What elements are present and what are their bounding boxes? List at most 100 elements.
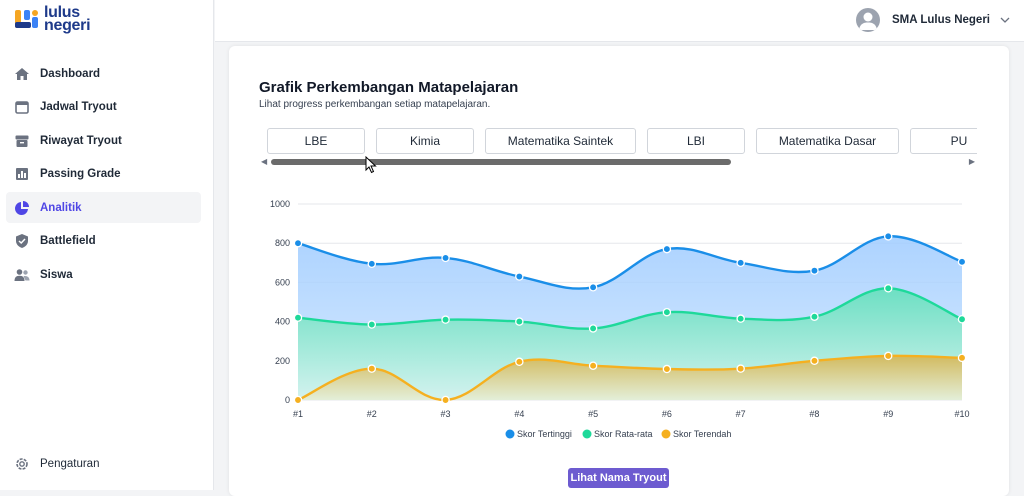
data-point <box>293 395 303 405</box>
archive-icon <box>14 133 30 149</box>
data-point <box>441 315 450 324</box>
tab-matematika-dasar[interactable]: Matematika Dasar <box>756 128 899 154</box>
x-tick-label: #7 <box>736 409 746 419</box>
data-point <box>883 232 893 241</box>
data-point <box>367 364 377 373</box>
data-point <box>957 257 967 267</box>
y-tick-label: 200 <box>275 356 290 366</box>
tab-lbi[interactable]: LBI <box>647 128 745 154</box>
x-tick-label: #5 <box>588 409 598 419</box>
scroll-right-icon[interactable]: ▶ <box>968 157 975 166</box>
data-point <box>662 307 672 317</box>
view-tryout-names-button[interactable]: Lihat Nama Tryout <box>568 468 669 488</box>
sidebar-item-passing-grade[interactable]: Passing Grade <box>6 159 201 190</box>
x-tick-label: #8 <box>809 409 819 419</box>
legend-marker <box>505 429 515 439</box>
tab-kimia[interactable]: Kimia <box>376 128 474 154</box>
pie-chart-icon <box>14 200 30 216</box>
data-point <box>367 320 377 329</box>
shield-icon <box>14 233 30 249</box>
data-point <box>588 283 598 292</box>
settings-area: Pengaturan <box>6 448 201 482</box>
data-point <box>662 244 672 254</box>
brand-text: lulus negeri <box>44 5 91 34</box>
data-point <box>736 314 745 323</box>
series-line <box>297 354 963 402</box>
data-point <box>883 284 893 293</box>
data-point <box>736 258 745 268</box>
legend-marker <box>661 429 671 439</box>
sidebar-item-battlefield[interactable]: Battlefield <box>6 226 201 257</box>
x-tick-label: #10 <box>954 409 969 419</box>
y-tick-label: 400 <box>275 317 290 327</box>
data-point <box>293 313 303 322</box>
legend-marker <box>582 429 592 439</box>
user-menu[interactable]: SMA Lulus Negeri <box>856 8 1010 32</box>
progress-chart: 0 200 400 600 800 1000 #1 #2 #3 #4 #5 #6 #7 #8 #9 #10 Sk… <box>270 199 970 439</box>
y-tick-label: 800 <box>275 238 290 248</box>
tab-lbe[interactable]: LBE <box>267 128 365 154</box>
scroll-left-icon[interactable]: ◀ <box>261 157 268 166</box>
data-point <box>441 395 450 405</box>
x-tick-label: #9 <box>883 409 893 419</box>
chevron-down-icon <box>1000 15 1010 26</box>
data-point <box>441 253 450 263</box>
sidebar-item-label: Analitik <box>40 201 82 214</box>
sidebar-item-label: Jadwal Tryout <box>40 101 117 113</box>
sidebar-item-dashboard[interactable]: Dashboard <box>6 58 201 89</box>
tab-pu[interactable]: PU <box>910 128 977 154</box>
sidebar-item-label: Dashboard <box>40 67 101 80</box>
sidebar-item-siswa[interactable]: Siswa <box>6 259 201 290</box>
subject-tabs: LBE Kimia Matematika Saintek LBI Matemat… <box>259 126 977 170</box>
series-area <box>298 355 962 401</box>
users-icon <box>14 267 30 283</box>
horizontal-scrollbar[interactable]: ◀ ▶ <box>259 157 977 167</box>
sidebar-nav: Dashboard Jadwal Tryout Riwayat Tryout P… <box>6 58 201 293</box>
mouse-cursor-icon <box>365 156 377 174</box>
analytics-card: Grafik Perkembangan Matapelajaran Lihat … <box>229 46 1009 496</box>
x-tick-label: #4 <box>514 409 524 419</box>
data-point <box>810 356 819 366</box>
y-tick-label: 600 <box>275 277 290 287</box>
data-point <box>957 353 967 363</box>
sidebar-item-label: Siswa <box>40 268 73 281</box>
logo-icon <box>15 10 38 28</box>
data-point <box>810 266 819 275</box>
sidebar: lulus negeri Dashboard Jadwal Tryout Riw… <box>0 0 214 490</box>
sidebar-item-analitik[interactable]: Analitik <box>6 192 201 223</box>
page-title: Grafik Perkembangan Matapelajaran <box>259 79 519 96</box>
series-line <box>297 235 963 290</box>
data-point <box>515 357 524 367</box>
sidebar-item-label: Riwayat Tryout <box>40 134 122 147</box>
data-point <box>293 238 303 248</box>
legend-label: Skor Terendah <box>673 429 731 439</box>
x-tick-label: #1 <box>293 409 303 419</box>
gear-icon <box>14 456 30 472</box>
data-point <box>957 314 967 324</box>
sidebar-item-label: Passing Grade <box>40 168 121 180</box>
data-point <box>588 361 598 370</box>
scrollbar-thumb[interactable] <box>271 159 731 165</box>
legend-label: Skor Rata-rata <box>594 429 653 439</box>
data-point <box>736 364 745 373</box>
series-line <box>297 287 963 330</box>
y-tick-label: 0 <box>285 395 290 405</box>
brand-logo[interactable]: lulus negeri <box>14 5 91 34</box>
calendar-icon <box>14 99 30 115</box>
sidebar-item-label: Pengaturan <box>40 457 100 470</box>
data-point <box>515 272 524 281</box>
avatar <box>856 8 881 32</box>
user-name: SMA Lulus Negeri <box>892 14 990 26</box>
x-tick-label: #2 <box>367 409 377 419</box>
brand-line2: negeri <box>44 17 91 34</box>
sidebar-item-label: Battlefield <box>40 235 96 247</box>
sidebar-item-jadwal-tryout[interactable]: Jadwal Tryout <box>6 92 201 123</box>
data-point <box>883 351 893 361</box>
x-tick-label: #3 <box>441 409 451 419</box>
data-point <box>515 317 524 326</box>
sidebar-item-riwayat-tryout[interactable]: Riwayat Tryout <box>6 125 201 156</box>
tab-matematika-saintek[interactable]: Matematika Saintek <box>485 128 636 154</box>
bar-chart-icon <box>14 166 30 182</box>
home-icon <box>14 66 30 82</box>
sidebar-item-pengaturan[interactable]: Pengaturan <box>6 448 201 479</box>
